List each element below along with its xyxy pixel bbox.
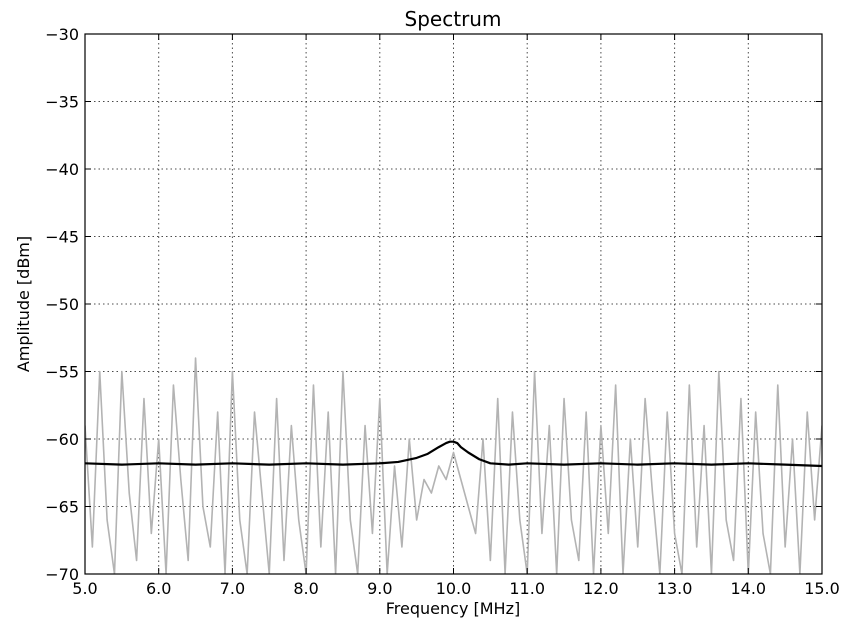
y-tick-label: −35: [45, 93, 79, 112]
x-tick-labels: 5.0 6.0 7.0 8.0 9.0 10.0 11.0 12.0 13.0 14.0 15.0: [72, 579, 840, 598]
grid-lines: [85, 34, 822, 574]
y-tick-label: −60: [45, 430, 79, 449]
y-tick-label: −50: [45, 295, 79, 314]
x-tick-label: 10.0: [436, 579, 472, 598]
y-tick-labels: −70 −65 −60 −55 −50 −45 −40 −35 −30: [45, 25, 79, 584]
y-tick-label: −55: [45, 363, 79, 382]
x-tick-label: 5.0: [72, 579, 97, 598]
x-axis-label: Frequency [MHz]: [386, 599, 520, 618]
y-tick-label: −40: [45, 160, 79, 179]
x-tick-label: 9.0: [367, 579, 392, 598]
y-tick-label: −65: [45, 498, 79, 517]
average-spectrum-line: [85, 440, 822, 468]
axis-ticks: [84, 33, 823, 575]
x-tick-label: 13.0: [657, 579, 693, 598]
series-layer: [85, 357, 822, 574]
chart-title: Spectrum: [405, 7, 502, 31]
x-tick-label: 6.0: [146, 579, 171, 598]
x-tick-label: 7.0: [220, 579, 245, 598]
x-tick-label: 15.0: [804, 579, 840, 598]
x-tick-label: 8.0: [293, 579, 318, 598]
x-tick-label: 12.0: [583, 579, 619, 598]
y-tick-label: −70: [45, 565, 79, 584]
noisy-spectrum-line: [85, 357, 822, 574]
y-axis-label: Amplitude [dBm]: [14, 236, 33, 372]
x-tick-label: 14.0: [730, 579, 766, 598]
y-tick-label: −30: [45, 25, 79, 44]
x-tick-label: 11.0: [509, 579, 545, 598]
y-tick-label: −45: [45, 228, 79, 247]
